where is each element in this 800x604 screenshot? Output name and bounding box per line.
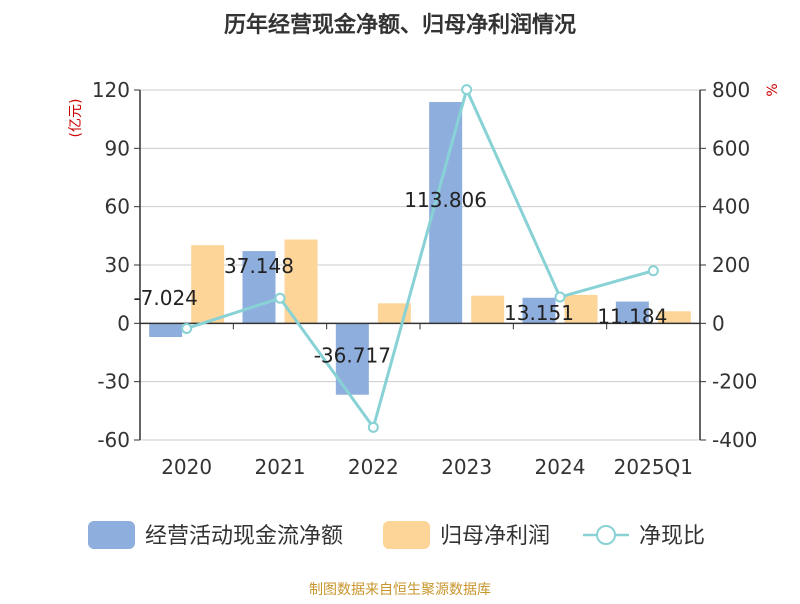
right-axis-unit: % <box>765 83 781 96</box>
cash-flow-bar <box>522 297 556 324</box>
category-label: 2025Q1 <box>614 455 693 479</box>
left-tick-label: 120 <box>92 78 130 102</box>
net-cash-ratio-point <box>274 292 286 304</box>
category-label: 2022 <box>348 455 399 479</box>
right-tick-label: -200 <box>712 370 757 394</box>
legend-line-marker <box>596 525 616 545</box>
axes: -60 -30 0 30 60 90 120 -400 -200 0 200 400 600 800 202… <box>92 78 758 479</box>
cash-flow-data-label: 113.806 <box>404 188 487 212</box>
cash-flow-bar <box>615 301 649 324</box>
cash-flow-data-label: 37.148 <box>224 254 294 278</box>
cash-flow-bar <box>242 251 276 324</box>
net-cash-ratio-point <box>181 322 193 334</box>
legend-swatch <box>383 521 430 549</box>
category-label: 2020 <box>161 455 212 479</box>
legend-label: 经营活动现金流净额 <box>145 524 343 549</box>
source-note: 制图数据来自恒生聚源数据库 <box>309 582 491 598</box>
right-tick-label: 600 <box>712 136 750 160</box>
legend-swatch <box>88 521 135 549</box>
right-tick-label: 400 <box>712 195 750 219</box>
left-tick-label: 30 <box>105 253 130 277</box>
left-tick-label: 0 <box>117 311 130 335</box>
net-cash-ratio-point <box>461 84 473 96</box>
right-tick-label: 0 <box>712 311 725 335</box>
net-cash-ratio-point <box>367 421 379 433</box>
net-cash-ratio-point <box>554 291 566 303</box>
left-tick-label: 90 <box>105 136 130 160</box>
cash-flow-bar <box>429 102 463 324</box>
legend-label: 净现比 <box>639 524 705 549</box>
left-tick-label: -30 <box>97 370 130 394</box>
category-label: 2023 <box>441 455 492 479</box>
net-profit-bar <box>471 295 505 324</box>
net-cash-ratio-point <box>647 265 659 277</box>
cash-flow-data-label: 11.184 <box>597 305 667 329</box>
right-tick-label: 200 <box>712 253 750 277</box>
cash-flow-data-label: 13.151 <box>504 301 574 325</box>
line-series <box>181 84 659 433</box>
net-profit-bar <box>191 245 225 324</box>
left-tick-label: -60 <box>97 428 130 452</box>
net-profit-bar <box>657 311 691 324</box>
left-axis-unit: (亿元) <box>68 99 84 138</box>
right-tick-label: 800 <box>712 78 750 102</box>
legend-label: 归母净利润 <box>440 524 550 549</box>
chart-title: 历年经营现金净额、归母净利润情况 <box>224 12 576 38</box>
cash-flow-data-label: -36.717 <box>314 344 391 368</box>
category-label: 2021 <box>255 455 306 479</box>
net-profit-bar <box>284 239 318 324</box>
net-profit-bar <box>564 294 598 324</box>
cash-flow-data-label: -7.024 <box>133 286 197 310</box>
bar-series <box>149 102 691 395</box>
net-cash-ratio-line <box>186 88 654 429</box>
legend: 经营活动现金流净额 归母净利润 净现比 <box>88 521 705 549</box>
left-tick-label: 60 <box>105 195 130 219</box>
category-label: 2024 <box>535 455 586 479</box>
cash-flow-bar <box>149 323 183 337</box>
right-tick-label: -400 <box>712 428 757 452</box>
data-labels: -7.024 37.148 -36.717 113.806 13.151 11.184 <box>133 188 667 368</box>
